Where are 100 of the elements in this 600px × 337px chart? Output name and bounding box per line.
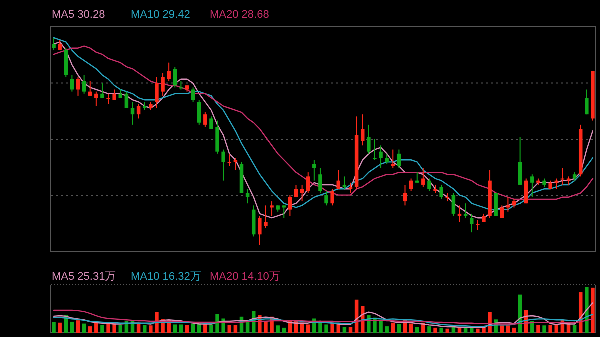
candlestick xyxy=(52,38,56,51)
bar xyxy=(348,327,353,333)
bar xyxy=(228,325,232,333)
bar xyxy=(530,322,534,333)
bar xyxy=(470,328,474,333)
candlestick xyxy=(58,40,62,51)
candlestick xyxy=(76,76,80,96)
candlestick xyxy=(560,168,565,186)
bar xyxy=(118,325,123,333)
candlestick xyxy=(155,76,159,109)
candlestick xyxy=(452,192,456,217)
bar xyxy=(58,322,62,333)
text: MA5 30.28 xyxy=(52,9,106,21)
candlestick xyxy=(197,100,202,126)
candlestick xyxy=(458,205,462,223)
candlestick xyxy=(422,168,426,188)
candlestick xyxy=(282,205,286,219)
bar xyxy=(379,322,383,333)
bar xyxy=(264,322,268,333)
bar xyxy=(276,326,280,333)
bar xyxy=(512,328,516,333)
candlestick xyxy=(470,213,474,234)
candlestick xyxy=(82,74,86,94)
candlestick xyxy=(161,72,165,96)
candlestick xyxy=(554,178,559,190)
bar xyxy=(446,328,450,333)
candlestick xyxy=(464,203,468,219)
bar xyxy=(185,325,190,333)
bar xyxy=(415,327,420,333)
candlestick xyxy=(100,83,104,99)
candlestick xyxy=(336,170,341,190)
candlestick xyxy=(264,205,268,229)
bar xyxy=(216,314,220,333)
candlestick xyxy=(342,176,347,190)
candlestick xyxy=(300,184,304,202)
candlestick xyxy=(204,112,208,128)
candlestick xyxy=(136,104,141,120)
candlestick xyxy=(373,138,377,161)
bar xyxy=(428,326,432,333)
candlestick xyxy=(222,149,226,182)
text: MA10 29.42 xyxy=(131,9,190,21)
candlestick xyxy=(173,66,178,88)
candlestick xyxy=(70,74,74,92)
candlestick xyxy=(403,184,408,206)
candlestick xyxy=(258,216,262,246)
candlestick xyxy=(94,91,98,107)
candlestick xyxy=(167,62,171,82)
candlestick xyxy=(124,91,129,109)
bar xyxy=(306,324,310,333)
candlestick xyxy=(312,160,316,182)
bar xyxy=(397,324,402,333)
candlestick xyxy=(379,145,383,169)
bar xyxy=(179,324,184,333)
bar xyxy=(536,325,540,333)
bar xyxy=(542,326,546,333)
candlestick xyxy=(415,172,420,184)
bar xyxy=(210,324,214,333)
candlestick xyxy=(306,172,310,194)
candlestick xyxy=(428,178,432,192)
bar xyxy=(324,324,328,333)
bar xyxy=(142,325,147,333)
bar xyxy=(409,324,414,333)
candlestick xyxy=(228,153,232,167)
candlestick xyxy=(367,124,371,154)
bar xyxy=(440,328,444,333)
candlestick xyxy=(440,184,444,200)
candlestick xyxy=(246,188,250,204)
bar xyxy=(94,322,98,333)
candlestick xyxy=(318,168,322,194)
candlestick xyxy=(500,205,504,219)
bar xyxy=(391,322,396,333)
bar xyxy=(342,327,347,333)
candlestick xyxy=(234,158,238,171)
bar xyxy=(70,322,74,333)
candlestick xyxy=(530,174,534,198)
bar xyxy=(82,324,86,333)
bar xyxy=(476,328,480,333)
candlestick xyxy=(506,196,510,212)
candlestick xyxy=(130,102,135,126)
candlestick xyxy=(397,149,402,169)
text: MA5 25.31万 xyxy=(52,271,116,283)
candlestick xyxy=(476,220,480,232)
bar xyxy=(173,324,178,333)
candlestick xyxy=(348,182,353,194)
bar xyxy=(234,325,238,333)
text: MA20 28.68 xyxy=(210,9,270,21)
bar xyxy=(88,326,92,333)
bar xyxy=(434,328,438,333)
candlestick xyxy=(270,201,274,217)
candlestick xyxy=(585,89,589,116)
bar xyxy=(506,326,510,333)
bar xyxy=(191,324,196,333)
text: MA20 14.10万 xyxy=(210,271,280,283)
candlestick xyxy=(330,188,334,206)
bar xyxy=(554,325,559,333)
bar xyxy=(112,324,116,333)
candlestick xyxy=(385,153,389,165)
candlestick xyxy=(518,136,522,186)
bar xyxy=(149,326,153,333)
bar xyxy=(282,328,286,333)
